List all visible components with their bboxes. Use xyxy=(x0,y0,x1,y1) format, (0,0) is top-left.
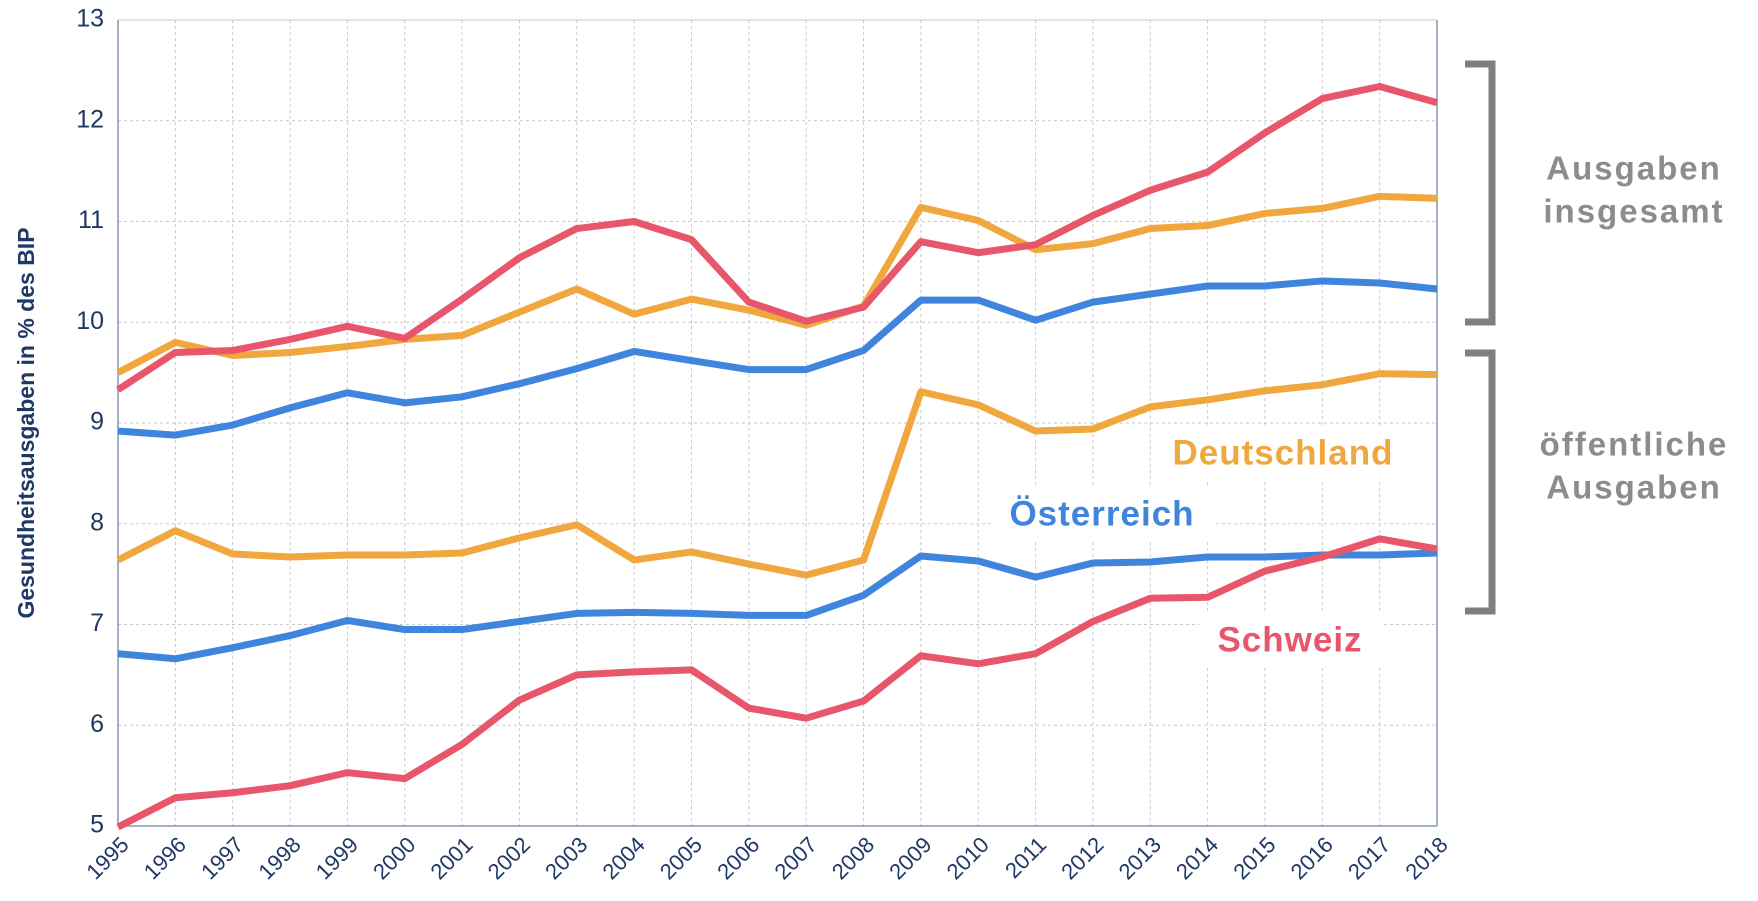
x-tick-label: 2012 xyxy=(1056,832,1108,884)
y-tick-label: 5 xyxy=(90,811,104,839)
series-label-bg xyxy=(991,488,1213,540)
x-tick-label: 2002 xyxy=(483,832,535,884)
bracket-public xyxy=(1465,349,1496,615)
x-tick-label: 2017 xyxy=(1343,832,1395,884)
x-tick-label: 1996 xyxy=(139,832,191,884)
y-tick-label: 11 xyxy=(78,206,104,234)
x-tick-label: 2006 xyxy=(712,832,764,884)
x-tick-label: 1997 xyxy=(196,832,248,884)
x-tick-label: 2007 xyxy=(770,832,822,884)
line-series xyxy=(116,82,1438,393)
x-tick-label: 2003 xyxy=(540,832,592,884)
series-label: Österreich xyxy=(1009,494,1194,533)
grid xyxy=(117,19,1438,827)
y-axis-label: Gesundheitsausgaben in % des BIP xyxy=(13,227,39,618)
x-tick-label: 2011 xyxy=(1000,832,1051,883)
series-label-bg xyxy=(1154,427,1412,479)
x-tick-label: 2009 xyxy=(884,832,936,884)
y-tick-label: 10 xyxy=(76,307,104,335)
x-tick-label: 2014 xyxy=(1171,832,1223,884)
series-label: Schweiz xyxy=(1217,620,1362,659)
x-tick-label: 2013 xyxy=(1114,832,1166,884)
line-series xyxy=(117,277,1438,439)
x-tick-label: 2015 xyxy=(1228,832,1280,884)
y-tick-label: 7 xyxy=(90,609,104,637)
x-tick-label: 2001 xyxy=(425,832,477,884)
x-tick-label: 2010 xyxy=(942,832,994,884)
x-tick-label: 2018 xyxy=(1400,832,1452,884)
y-tick-label: 9 xyxy=(90,408,104,436)
x-tick-label: 1999 xyxy=(311,832,363,884)
x-tick-label: 1998 xyxy=(253,832,305,884)
line-series xyxy=(116,370,1438,579)
group-label-total: Ausgaben insgesamt xyxy=(1543,149,1724,229)
x-tick-label: 1995 xyxy=(81,832,133,884)
line-series xyxy=(117,549,1438,663)
line-series xyxy=(116,192,1438,376)
y-tick-label: 12 xyxy=(76,105,104,133)
x-tick-label: 2005 xyxy=(655,832,707,884)
x-tick-label: 2004 xyxy=(597,832,649,884)
y-tick-label: 6 xyxy=(90,710,104,738)
series-label-bg xyxy=(1199,614,1381,666)
x-tick-label: 2008 xyxy=(827,832,879,884)
group-label-public: öffentliche Ausgaben xyxy=(1540,425,1729,505)
series-label: Deutschland xyxy=(1172,433,1393,472)
y-tick-label: 13 xyxy=(76,5,104,33)
x-tick-label: 2016 xyxy=(1286,832,1338,884)
bracket-total xyxy=(1465,60,1496,326)
x-tick-label: 2000 xyxy=(368,832,420,884)
y-tick-label: 8 xyxy=(90,508,104,536)
line-series xyxy=(116,535,1438,831)
